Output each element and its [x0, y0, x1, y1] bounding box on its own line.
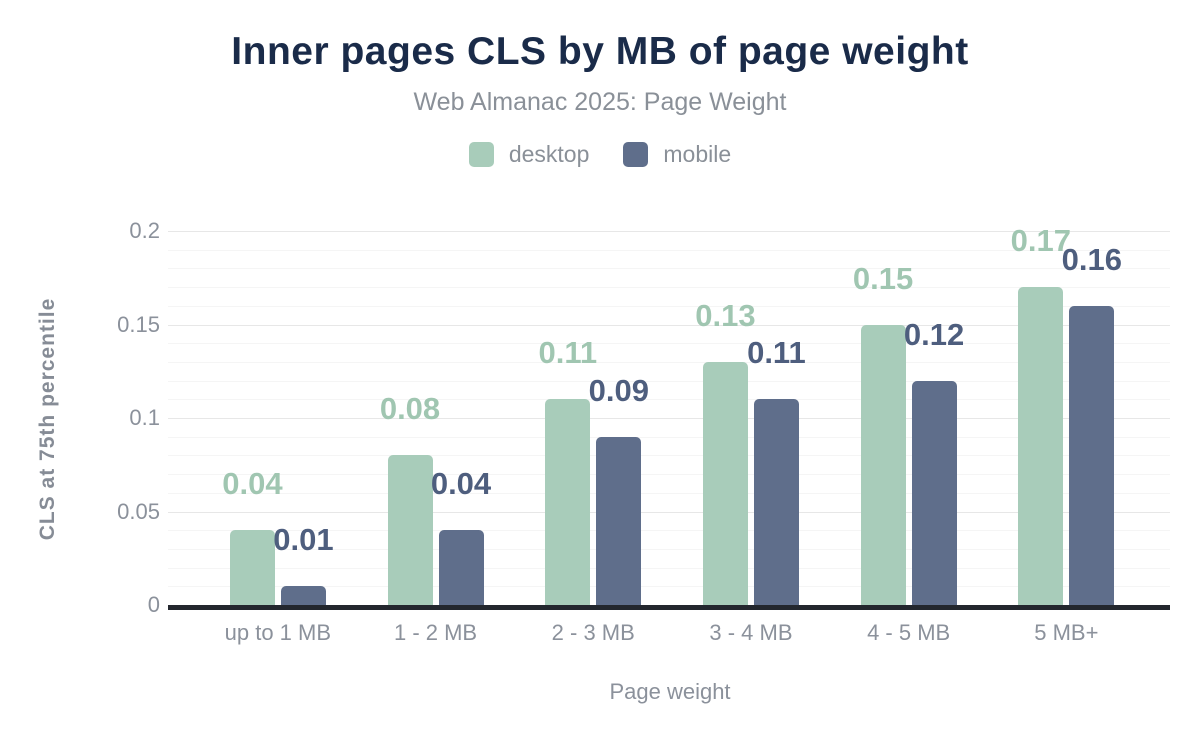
legend-label-desktop: desktop — [508, 141, 590, 167]
value-label-desktop: 0.08 — [379, 391, 441, 427]
x-tick-label: 2 - 3 MB — [551, 620, 635, 645]
gridline-minor — [168, 287, 1170, 289]
bar-desktop[interactable] — [1018, 287, 1064, 605]
gridline-minor — [168, 586, 1170, 588]
bar-mobile[interactable] — [438, 530, 484, 605]
y-tick-label: 0.05 — [117, 498, 160, 524]
gridline-major — [168, 418, 1170, 419]
gridline-major — [168, 324, 1170, 326]
bar-mobile[interactable] — [596, 436, 642, 605]
y-tick-label: 0 — [147, 592, 160, 617]
value-label-desktop: 0.04 — [222, 466, 283, 502]
gridline-minor — [168, 268, 1170, 270]
x-tick-label: 3 - 4 MB — [709, 620, 793, 645]
gridline-minor — [168, 530, 1170, 532]
x-axis-line — [168, 605, 1170, 610]
value-label-mobile: 0.04 — [430, 466, 492, 502]
gridline-minor — [168, 305, 1170, 307]
value-label-mobile: 0.16 — [1061, 241, 1122, 277]
x-tick-label: 4 - 5 MB — [867, 620, 951, 645]
value-label-mobile: 0.01 — [273, 522, 334, 558]
x-tick-label: 5 MB+ — [1034, 620, 1099, 645]
value-label-desktop: 0.13 — [695, 297, 756, 333]
legend: desktop mobile — [0, 141, 1200, 168]
value-label-desktop: 0.17 — [1010, 223, 1071, 259]
gridline-minor — [168, 492, 1170, 494]
chart-subtitle: Web Almanac 2025: Page Weight — [413, 88, 787, 116]
legend-label-mobile: mobile — [663, 141, 732, 167]
bar-desktop[interactable] — [860, 324, 906, 605]
x-axis-title: Page weight — [609, 679, 731, 704]
gridline-minor — [168, 249, 1170, 251]
x-tick-label: up to 1 MB — [224, 620, 332, 645]
legend-item-desktop[interactable]: desktop — [468, 141, 590, 168]
bar-mobile[interactable] — [1069, 305, 1115, 605]
x-tick-label: 1 - 2 MB — [393, 620, 478, 645]
gridline-minor — [168, 567, 1170, 569]
gridline-minor — [168, 455, 1170, 457]
value-label-desktop: 0.15 — [852, 260, 914, 296]
gridline-minor — [168, 343, 1170, 345]
bar-desktop[interactable] — [387, 455, 433, 605]
y-tick-label: 0.1 — [129, 405, 160, 430]
legend-swatch-mobile — [623, 142, 649, 167]
bar-desktop[interactable] — [229, 530, 275, 605]
gridline-minor — [168, 474, 1170, 476]
value-label-desktop: 0.11 — [538, 335, 598, 371]
bar-desktop[interactable] — [702, 361, 748, 605]
chart-title: Inner pages CLS by MB of page weight — [231, 30, 969, 73]
legend-swatch-desktop — [468, 142, 494, 167]
gridline-major — [168, 231, 1170, 232]
gridline-major — [168, 511, 1170, 513]
value-label-mobile: 0.11 — [747, 335, 806, 371]
y-tick-label: 0.2 — [129, 218, 160, 243]
bar-mobile[interactable] — [280, 586, 326, 605]
gridline-minor — [168, 399, 1170, 401]
bar-desktop[interactable] — [545, 399, 591, 605]
bar-mobile[interactable] — [911, 380, 957, 605]
gridline-minor — [168, 548, 1170, 550]
value-label-mobile: 0.12 — [903, 316, 965, 352]
gridline-minor — [168, 380, 1170, 382]
gridline-minor — [168, 361, 1170, 363]
y-tick-label: 0.15 — [117, 311, 160, 337]
value-label-mobile: 0.09 — [588, 372, 649, 408]
gridline-minor — [168, 436, 1170, 438]
legend-item-mobile[interactable]: mobile — [623, 141, 731, 168]
bar-mobile[interactable] — [753, 399, 799, 605]
